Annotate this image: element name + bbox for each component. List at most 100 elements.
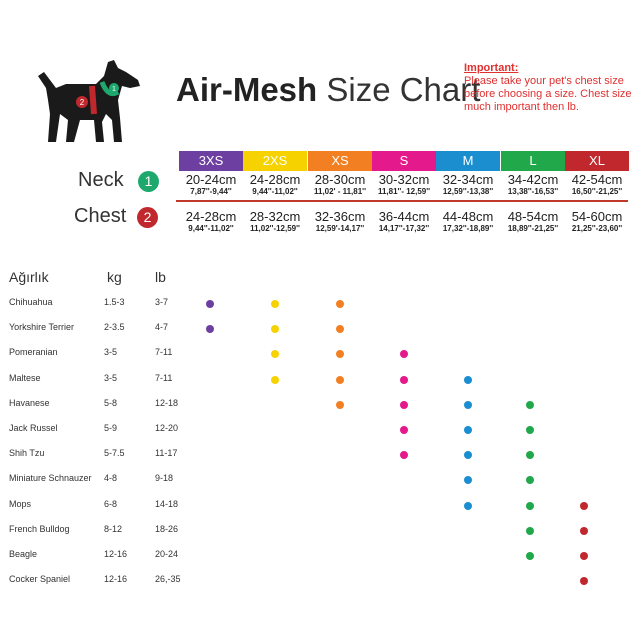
breed-lb: 18-26 bbox=[155, 523, 179, 534]
fit-dot-s bbox=[400, 426, 408, 434]
dog-silhouette bbox=[38, 60, 140, 142]
fit-dot-l bbox=[526, 426, 534, 434]
neck-cm: 28-30cm bbox=[314, 172, 366, 187]
neck-marker-number: 1 bbox=[112, 86, 116, 93]
breed-kg: 6-8 bbox=[104, 498, 118, 509]
fit-dot-m bbox=[464, 426, 472, 434]
chest-inch: 11,02''-12,59'' bbox=[250, 224, 300, 233]
chest-label: Chest bbox=[74, 205, 127, 227]
size-header-l: L bbox=[501, 151, 565, 171]
chest-cm: 44-48cm bbox=[442, 209, 494, 224]
breed-kg: 5-8 bbox=[104, 397, 118, 408]
page-title: Air-Mesh Size Chart bbox=[176, 70, 480, 110]
neck-cm: 24-28cm bbox=[249, 172, 301, 187]
neck-cm: 34-42cm bbox=[507, 172, 559, 187]
size-header-2xs: 2XS bbox=[243, 151, 307, 171]
size-header-s: S bbox=[372, 151, 436, 171]
important-heading: Important: bbox=[464, 62, 519, 74]
chest-inch: 14,17''-17,32'' bbox=[378, 224, 430, 233]
fit-dot-s bbox=[400, 451, 408, 460]
chest-cm: 24-28cm bbox=[185, 209, 237, 224]
chest-cm: 28-32cm bbox=[249, 209, 301, 224]
harness-collar bbox=[99, 81, 120, 97]
fit-dot-3xs bbox=[206, 300, 214, 308]
breed-kg: 3-5 bbox=[104, 372, 118, 383]
fit-dot-l bbox=[526, 552, 534, 560]
breed-lb: 3-7 bbox=[155, 297, 169, 307]
harness-strap bbox=[89, 85, 97, 115]
fit-dot-m bbox=[464, 451, 472, 460]
breed-name: Beagle bbox=[9, 549, 38, 559]
neck-cm: 20-24cm bbox=[185, 172, 237, 187]
breed-name: Maltese bbox=[9, 372, 41, 383]
neck-inch: 13,38''-16,53'' bbox=[507, 187, 559, 196]
size-header-m: M bbox=[436, 151, 500, 171]
chest-marker bbox=[76, 96, 88, 108]
breed-name: Shih Tzu bbox=[9, 448, 45, 459]
neck-inch: 9,44''-11,02'' bbox=[252, 187, 298, 196]
breed-lb: 12-18 bbox=[155, 397, 179, 408]
fit-dot-l bbox=[526, 400, 534, 409]
breed-kg: 4-8 bbox=[104, 473, 118, 484]
breed-name: Miniature Schnauzer bbox=[9, 473, 92, 484]
fit-dot-xs bbox=[336, 325, 344, 334]
breed-kg: 3-5 bbox=[104, 347, 118, 358]
fit-dot-xl bbox=[580, 526, 588, 535]
fit-dot-2xs bbox=[271, 300, 279, 308]
breed-name: Havanese bbox=[9, 397, 50, 408]
breed-name: French Bulldog bbox=[9, 523, 70, 534]
chest-measure-l: 48-54cm 18,89''-21,25'' bbox=[497, 210, 569, 234]
breed-lb: 12-20 bbox=[155, 423, 179, 433]
neck-measure-l: 34-42cm 13,38''-16,53'' bbox=[497, 173, 569, 197]
lb-column-header: lb bbox=[155, 269, 166, 285]
breed-kg: 5-7.5 bbox=[104, 448, 125, 459]
neck-inch: 7,87''-9,44'' bbox=[190, 187, 232, 196]
breed-kg: 5-9 bbox=[104, 423, 118, 433]
chest-inch: 21,25''-23,60'' bbox=[571, 224, 623, 233]
breed-name: Cocker Spaniel bbox=[9, 574, 71, 585]
breed-name: Pomeranian bbox=[9, 347, 58, 358]
chest-cm: 48-54cm bbox=[507, 209, 559, 224]
fit-dot-m bbox=[464, 400, 472, 409]
fit-dot-m bbox=[464, 375, 472, 384]
title-light: Size Chart bbox=[317, 71, 481, 108]
breed-name: Yorkshire Terrier bbox=[9, 322, 75, 333]
neck-inch: 12,59''-13,38'' bbox=[442, 187, 494, 196]
neck-inch: 11,02' - 11,81'' bbox=[314, 187, 366, 196]
weight-column-header: Ağırlık bbox=[9, 269, 49, 285]
neck-label: Neck bbox=[78, 169, 124, 191]
breed-kg: 2-3.5 bbox=[104, 322, 125, 333]
neck-cm: 30-32cm bbox=[378, 172, 430, 187]
chest-inch: 18,89''-21,25'' bbox=[507, 224, 559, 233]
fit-dot-m bbox=[464, 476, 472, 485]
chest-measure-2xs: 28-32cm 11,02''-12,59'' bbox=[239, 210, 311, 234]
fit-dot-2xs bbox=[271, 350, 279, 359]
breed-lb: 7-11 bbox=[155, 372, 173, 383]
fit-dot-s bbox=[400, 350, 408, 359]
chest-marker-number: 2 bbox=[80, 98, 85, 107]
size-header-3xs: 3XS bbox=[179, 151, 243, 171]
chest-cm: 54-60cm bbox=[571, 209, 623, 224]
neck-cm: 32-34cm bbox=[442, 172, 494, 187]
breed-lb: 20-24 bbox=[155, 549, 179, 559]
breed-lb: 26,-35 bbox=[155, 574, 181, 585]
fit-dot-xs bbox=[336, 375, 344, 384]
title-bold: Air-Mesh bbox=[176, 71, 318, 108]
neck-inch: 16,50''-21,25'' bbox=[571, 187, 623, 196]
fit-dot-xl bbox=[580, 577, 588, 586]
fit-dot-s bbox=[400, 400, 408, 409]
chest-measure-xl: 54-60cm 21,25''-23,60'' bbox=[561, 210, 633, 234]
fit-dot-3xs bbox=[206, 325, 214, 334]
chest-measure-m: 44-48cm 17,32''-18,89'' bbox=[432, 210, 504, 234]
breed-name: Mops bbox=[9, 498, 32, 509]
chest-cm: 32-36cm bbox=[314, 209, 366, 224]
breed-lb: 11-17 bbox=[155, 448, 178, 459]
breed-name: Chihuahua bbox=[9, 297, 53, 307]
fit-dot-m bbox=[464, 501, 472, 510]
neck-cm: 42-54cm bbox=[571, 172, 623, 187]
important-note: Please take your pet's chest size before… bbox=[464, 75, 632, 113]
neck-measure-xs: 28-30cm 11,02' - 11,81'' bbox=[304, 173, 376, 197]
neck-inch: 11,81''- 12,59'' bbox=[377, 187, 431, 196]
neck-measure-m: 32-34cm 12,59''-13,38'' bbox=[432, 173, 504, 197]
chest-cm: 36-44cm bbox=[378, 209, 430, 224]
